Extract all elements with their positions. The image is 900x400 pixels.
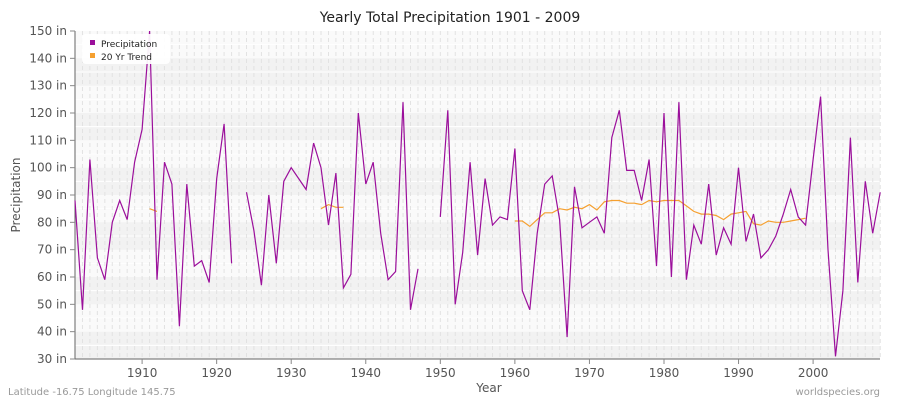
y-tick-label: 50 in (37, 297, 67, 311)
x-tick-label: 1950 (425, 366, 456, 380)
x-tick-label: 1920 (201, 366, 232, 380)
x-tick-label: 1990 (723, 366, 754, 380)
y-tick-label: 60 in (37, 270, 67, 284)
y-tick-label: 30 in (37, 352, 67, 366)
y-axis: 30 in 40 in 50 in 60 in 70 in 80 in 90 in 100 i… (29, 24, 76, 366)
x-tick-label: 1960 (500, 366, 531, 380)
legend-trend: 20 Yr Trend (101, 53, 152, 63)
y-tick-label: 130 in (29, 79, 67, 93)
x-tick-label: 1910 (127, 366, 158, 380)
x-tick-label: 1930 (276, 366, 307, 380)
x-tick-label: 2000 (798, 366, 829, 380)
x-tick-label: 1940 (350, 366, 381, 380)
trend-swatch (90, 53, 95, 58)
trend-line (320, 203, 344, 210)
source-label: worldspecies.org (796, 387, 880, 398)
y-tick-label: 150 in (29, 24, 67, 38)
precipitation-line (245, 102, 419, 310)
y-tick-label: 40 in (37, 325, 67, 339)
series-lines (74, 30, 881, 357)
y-tick-label: 100 in (29, 161, 67, 175)
x-tick-label: 1970 (574, 366, 605, 380)
y-axis-label: Precipitation (9, 157, 23, 232)
precipitation-swatch (90, 40, 95, 45)
x-tick-label: 1980 (649, 366, 680, 380)
chart-title: Yearly Total Precipitation 1901 - 2009 (319, 10, 581, 26)
precipitation-line (74, 30, 233, 327)
legend-precipitation: Precipitation (101, 40, 157, 50)
y-tick-label: 90 in (37, 188, 67, 202)
legend: Precipitation 20 Yr Trend (82, 34, 170, 64)
y-tick-label: 140 in (29, 51, 67, 65)
y-tick-label: 120 in (29, 106, 67, 120)
trend-line (149, 208, 158, 212)
location-label: Latitude -16.75 Longitude 145.75 (8, 387, 176, 398)
x-axis: 1910 1920 1930 1940 1950 1960 1970 1980 1990 2000 (75, 358, 880, 380)
y-tick-label: 80 in (37, 215, 67, 229)
x-axis-label: Year (475, 381, 501, 395)
precipitation-line (439, 96, 881, 357)
y-tick-label: 110 in (29, 133, 67, 147)
y-tick-label: 70 in (37, 243, 67, 257)
